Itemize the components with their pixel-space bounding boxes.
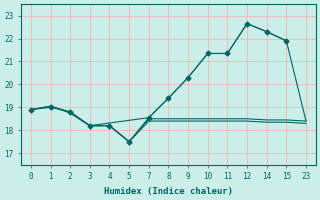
X-axis label: Humidex (Indice chaleur): Humidex (Indice chaleur) [104,187,233,196]
